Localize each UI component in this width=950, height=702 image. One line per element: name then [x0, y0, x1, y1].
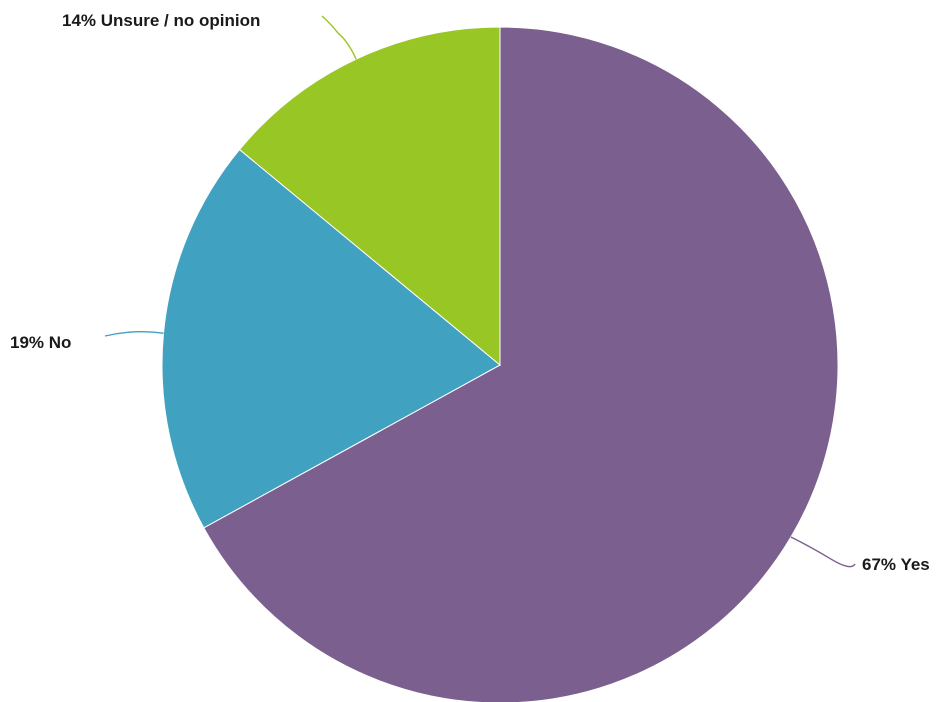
leader-line-no	[104, 331, 164, 337]
slice-labels: 67% Yes 19% No 14% Unsure / no opinion	[10, 11, 930, 574]
label-no: 19% No	[10, 333, 71, 352]
leader-lines	[104, 15, 856, 568]
leader-line-yes	[790, 536, 856, 568]
label-unsure: 14% Unsure / no opinion	[62, 11, 260, 30]
label-yes: 67% Yes	[862, 555, 930, 574]
pie-slice-yes	[203, 26, 839, 702]
pie-slices	[161, 26, 839, 702]
pie-slice-unsure	[238, 26, 501, 367]
pie-slice-no	[161, 148, 501, 529]
leader-line-unsure	[321, 15, 357, 60]
